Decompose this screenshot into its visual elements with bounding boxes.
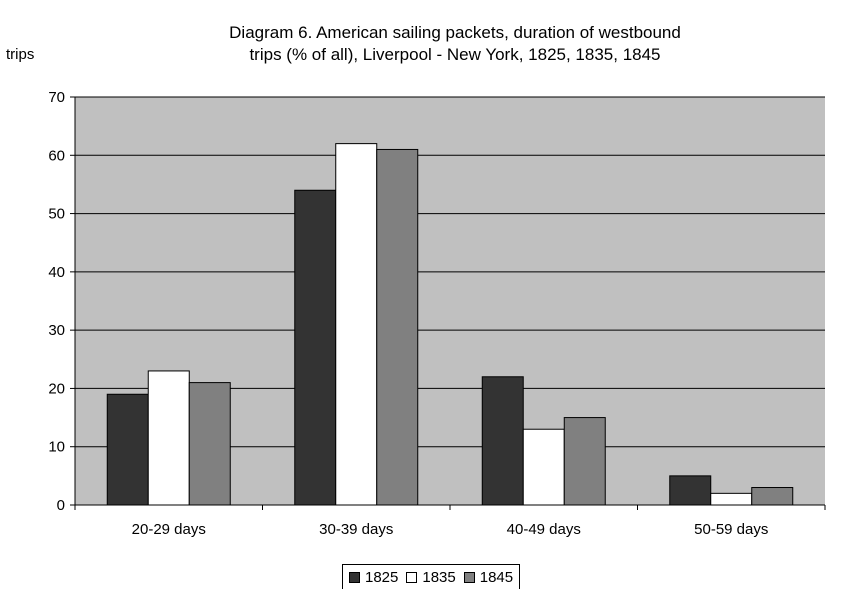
legend-item-1845: 1845 [463,568,514,586]
bar-1845-20-29-days [188,382,231,506]
bar-1825-20-29-days [106,393,149,506]
y-tick-label-20: 20 [48,380,65,397]
bar-1835-20-29-days [147,370,190,506]
y-tick-label-30: 30 [48,322,65,339]
bar-1845-30-39-days [376,148,419,506]
bar-1835-50-59-days [710,492,753,506]
bar-1825-30-39-days [294,189,337,506]
y-tick-label-40: 40 [48,264,65,281]
y-tick-label-50: 50 [48,206,65,223]
legend-item-1835: 1835 [406,568,456,586]
bar-1835-40-49-days [522,428,565,506]
y-tick-label-60: 60 [48,147,65,164]
chart-title: Diagram 6. American sailing packets, dur… [80,22,830,66]
y-tick-label-10: 10 [48,439,65,456]
bar-1845-50-59-days [751,487,794,506]
chart-title-line-1: Diagram 6. American sailing packets, dur… [229,23,681,42]
legend-label-1825: 1825 [365,568,399,586]
legend-swatch-1825 [349,571,360,583]
y-tick-label-70: 70 [48,89,65,106]
bar-1835-30-39-days [335,143,378,506]
bar-1825-50-59-days [669,475,712,506]
x-tick-label-30-39-days: 30-39 days [319,521,393,538]
legend-item-1825: 1825 [349,569,398,586]
legend: 1825 1835 1845 [342,564,521,589]
y-tick-label-0: 0 [57,497,65,514]
chart-title-line-2: trips (% of all), Liverpool - New York, … [249,45,661,64]
y-axis-label: trips [6,46,35,63]
legend-swatch-1845 [463,571,475,583]
x-tick-label-50-59-days: 50-59 days [694,521,768,538]
legend-label-1835: 1835 [422,568,456,586]
bar-1825-40-49-days [481,376,524,506]
legend-swatch-1835 [406,571,418,583]
x-tick-label-40-49-days: 40-49 days [507,521,581,538]
x-tick-label-20-29-days: 20-29 days [132,521,206,538]
legend-label-1845: 1845 [479,568,514,586]
bar-1845-40-49-days [563,417,606,506]
